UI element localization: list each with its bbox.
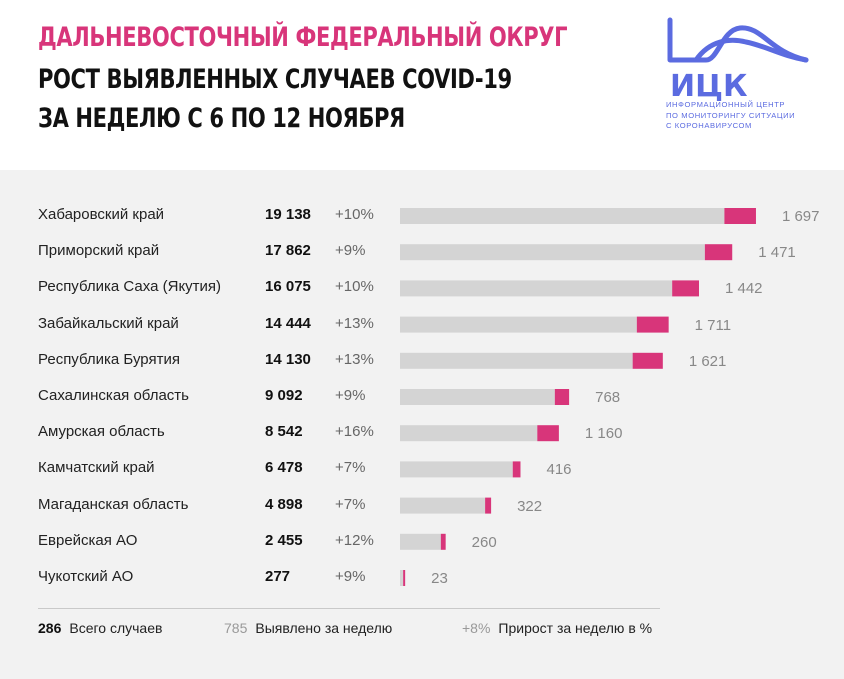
weekly-value: 768: [595, 389, 621, 406]
weekly-value: 260: [471, 533, 497, 551]
logo-mark-icon: [667, 17, 809, 63]
region-label: Чукотский АО: [38, 568, 134, 585]
legend-total-text: Всего случаев: [69, 620, 163, 636]
chart-row: Забайкальский край 14 444 +13% 1 711: [0, 307, 844, 343]
growth-pct: +10%: [335, 278, 374, 296]
weekly-value: 322: [517, 497, 543, 515]
growth-pct: +7%: [335, 495, 366, 513]
chart-row: Сахалинская область 9 092 +9% 768: [0, 379, 844, 415]
total-value: 4 898: [265, 495, 303, 513]
weekly-value: 1 442: [724, 280, 763, 298]
chart-row: Камчатский край 6 478 +7% 416: [0, 451, 844, 487]
region-label: Хабаровский край: [38, 206, 165, 223]
legend-weekly: 785 Выявлено за неделю: [224, 620, 392, 636]
growth-pct: +9%: [335, 568, 366, 585]
weekly-value: 1 621: [688, 352, 727, 370]
growth-pct: +10%: [335, 206, 374, 223]
total-value: 14 444: [265, 314, 311, 332]
legend-growth: +8% Прирост за неделю в %: [462, 620, 652, 636]
growth-pct: +16%: [335, 423, 374, 441]
total-value: 9 092: [265, 387, 303, 404]
chart-row: Еврейская АО 2 455 +12% 260: [0, 524, 844, 560]
legend-weekly-sample: 785: [224, 620, 248, 636]
weekly-value: 1 160: [584, 425, 623, 443]
legend-total: 286 Всего случаев: [38, 620, 162, 636]
region-label: Республика Бурятия: [38, 350, 180, 368]
region-label: Магаданская область: [38, 495, 189, 513]
region-label: Амурская область: [38, 423, 165, 441]
region-label: Камчатский край: [38, 459, 155, 477]
total-value: 8 542: [265, 423, 303, 441]
region-label: Забайкальский край: [38, 314, 179, 332]
total-value: 16 075: [265, 278, 311, 296]
total-value: 2 455: [265, 531, 303, 549]
logo-caption-line3: с коронавирусом: [666, 121, 752, 130]
region-label: Приморский край: [38, 242, 160, 260]
weekly-value: 1 711: [694, 316, 732, 334]
legend-growth-sample: +8%: [462, 620, 491, 636]
growth-pct: +13%: [335, 350, 374, 368]
chart-row: Чукотский АО 277 +9% 23: [0, 560, 844, 596]
chart-row: Амурская область 8 542 +16% 1 160: [0, 415, 844, 451]
region-label: Сахалинская область: [38, 387, 189, 404]
growth-pct: +9%: [335, 387, 366, 404]
chart-row: Приморский край 17 862 +9% 1 471: [0, 234, 844, 270]
weekly-value: 1 697: [781, 208, 820, 225]
logo-caption-line2: по мониторингу ситуации: [666, 110, 796, 120]
total-value: 17 862: [265, 242, 311, 260]
chart-row: Магаданская область 4 898 +7% 322: [0, 488, 844, 524]
title-main: РОСТ ВЫЯВЛЕННЫХ СЛУЧАЕВ COVID-19: [38, 64, 512, 95]
title-period: ЗА НЕДЕЛЮ С 6 ПО 12 НОЯБРЯ: [38, 103, 405, 134]
logo-caption-line1: информационный центр: [666, 100, 786, 109]
total-value: 277: [265, 568, 291, 585]
chart-row: Хабаровский край 19 138 +10% 1 697: [0, 198, 844, 234]
weekly-value: 1 471: [758, 244, 796, 262]
legend-divider: [38, 608, 660, 609]
legend-growth-text: Прирост за неделю в %: [498, 620, 653, 636]
total-value: 14 130: [265, 350, 311, 368]
logo-abbr: ИЦК: [670, 69, 748, 104]
header: ДАЛЬНЕВОСТОЧНЫЙ ФЕДЕРАЛЬНЫЙ ОКРУГ РОСТ В…: [0, 0, 844, 170]
total-value: 6 478: [265, 459, 303, 477]
weekly-value: 23: [431, 570, 448, 587]
legend-weekly-text: Выявлено за неделю: [255, 620, 393, 636]
chart-row: Республика Бурятия 14 130 +13% 1 621: [0, 343, 844, 379]
ick-logo: ИЦК: [667, 17, 809, 104]
growth-pct: +9%: [335, 242, 366, 260]
weekly-value: 416: [546, 461, 572, 479]
total-value: 19 138: [265, 206, 311, 223]
chart-row: Республика Саха (Якутия) 16 075 +10% 1 442: [0, 270, 844, 306]
legend-total-sample: 286: [38, 620, 62, 636]
title-region: ДАЛЬНЕВОСТОЧНЫЙ ФЕДЕРАЛЬНЫЙ ОКРУГ: [38, 22, 568, 53]
growth-pct: +7%: [335, 459, 366, 477]
logo-caption: информационный центр по мониторингу ситу…: [666, 100, 826, 132]
growth-pct: +12%: [335, 531, 374, 549]
region-label: Еврейская АО: [38, 531, 138, 549]
growth-pct: +13%: [335, 314, 374, 332]
region-label: Республика Саха (Якутия): [38, 278, 222, 296]
